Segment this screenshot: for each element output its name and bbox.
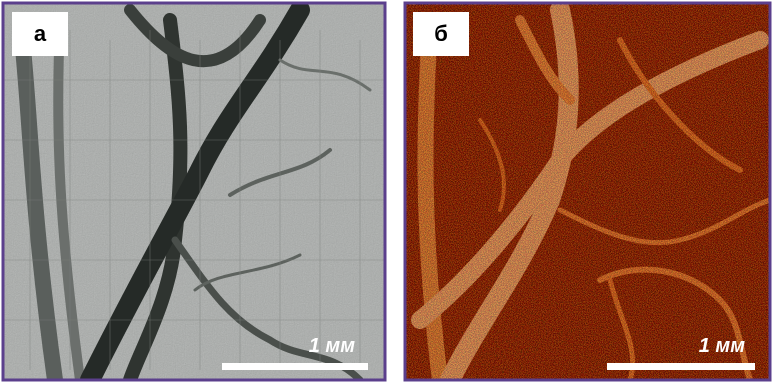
panel-a-label: а	[34, 21, 47, 46]
panel-b-scale-bar	[607, 363, 755, 370]
panel-b-image	[405, 3, 770, 380]
panel-a-scale-label: 1 мм	[309, 335, 355, 357]
panel-a-scale-bar	[222, 363, 368, 370]
panel-b-scale-label: 1 мм	[699, 335, 745, 357]
panel-b-label: б	[434, 21, 448, 46]
panel-a-image	[3, 3, 385, 380]
figure: а 1 мм б 1 мм	[0, 0, 773, 383]
